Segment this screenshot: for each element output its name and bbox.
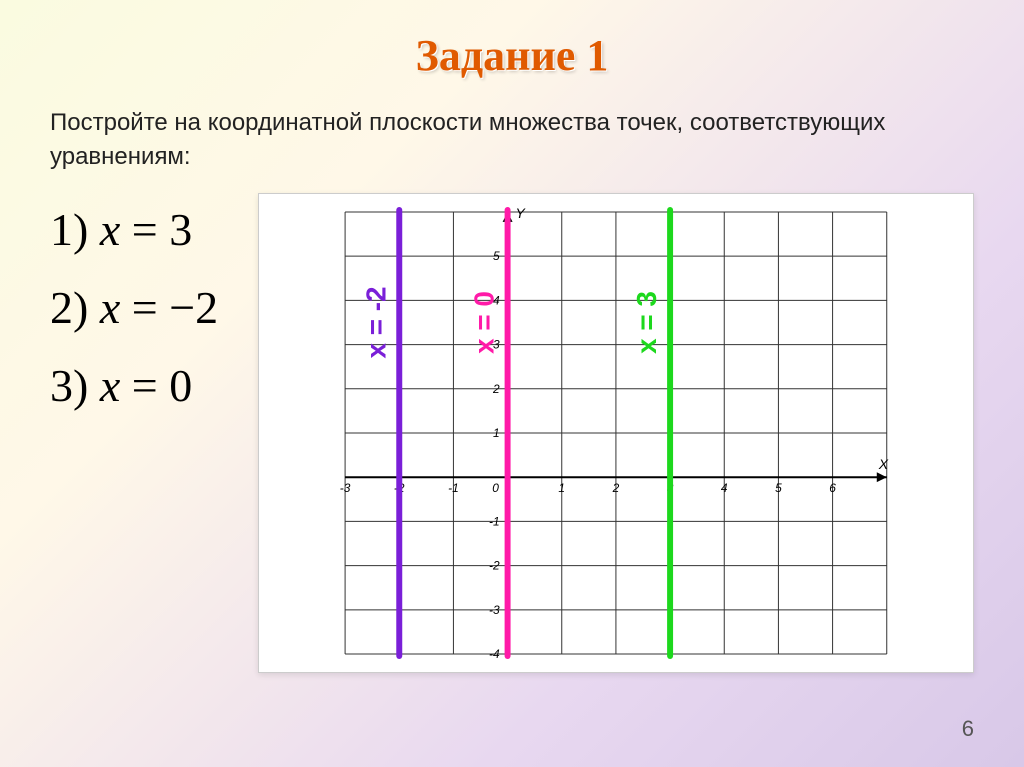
slide-title: Задание 1 [50,30,974,81]
svg-text:5: 5 [775,481,782,495]
svg-text:0: 0 [492,481,499,495]
svg-text:1: 1 [559,481,566,495]
svg-text:4: 4 [721,481,728,495]
svg-text:-1: -1 [448,481,459,495]
equation-2: 2) x = −2 [50,281,218,334]
svg-text:-4: -4 [489,647,500,661]
slide: Задание 1 Постройте на координатной плос… [0,0,1024,767]
chart-container: XY-3-2-10123456-4-3-2-112345x = -2x = 0x… [258,193,974,673]
svg-text:1: 1 [493,426,500,440]
task-description: Постройте на координатной плоскости множ… [50,106,974,173]
svg-text:2: 2 [612,481,620,495]
content-row: 1) x = 3 2) x = −2 3) x = 0 XY-3-2-10123… [50,193,974,673]
svg-text:-3: -3 [340,481,351,495]
page-number: 6 [962,716,974,742]
coordinate-chart: XY-3-2-10123456-4-3-2-112345x = -2x = 0x… [267,202,965,664]
svg-text:5: 5 [493,249,500,263]
svg-text:6: 6 [829,481,836,495]
equation-3: 3) x = 0 [50,359,218,412]
equation-1: 1) x = 3 [50,203,218,256]
svg-text:x = 0: x = 0 [469,291,500,354]
svg-text:X: X [878,456,889,472]
svg-text:-1: -1 [489,515,500,529]
svg-text:-2: -2 [489,559,500,573]
svg-text:2: 2 [492,382,500,396]
svg-text:x = 3: x = 3 [631,291,662,354]
equation-list: 1) x = 3 2) x = −2 3) x = 0 [50,193,218,437]
svg-text:x = -2: x = -2 [360,287,391,359]
svg-text:-3: -3 [489,603,500,617]
